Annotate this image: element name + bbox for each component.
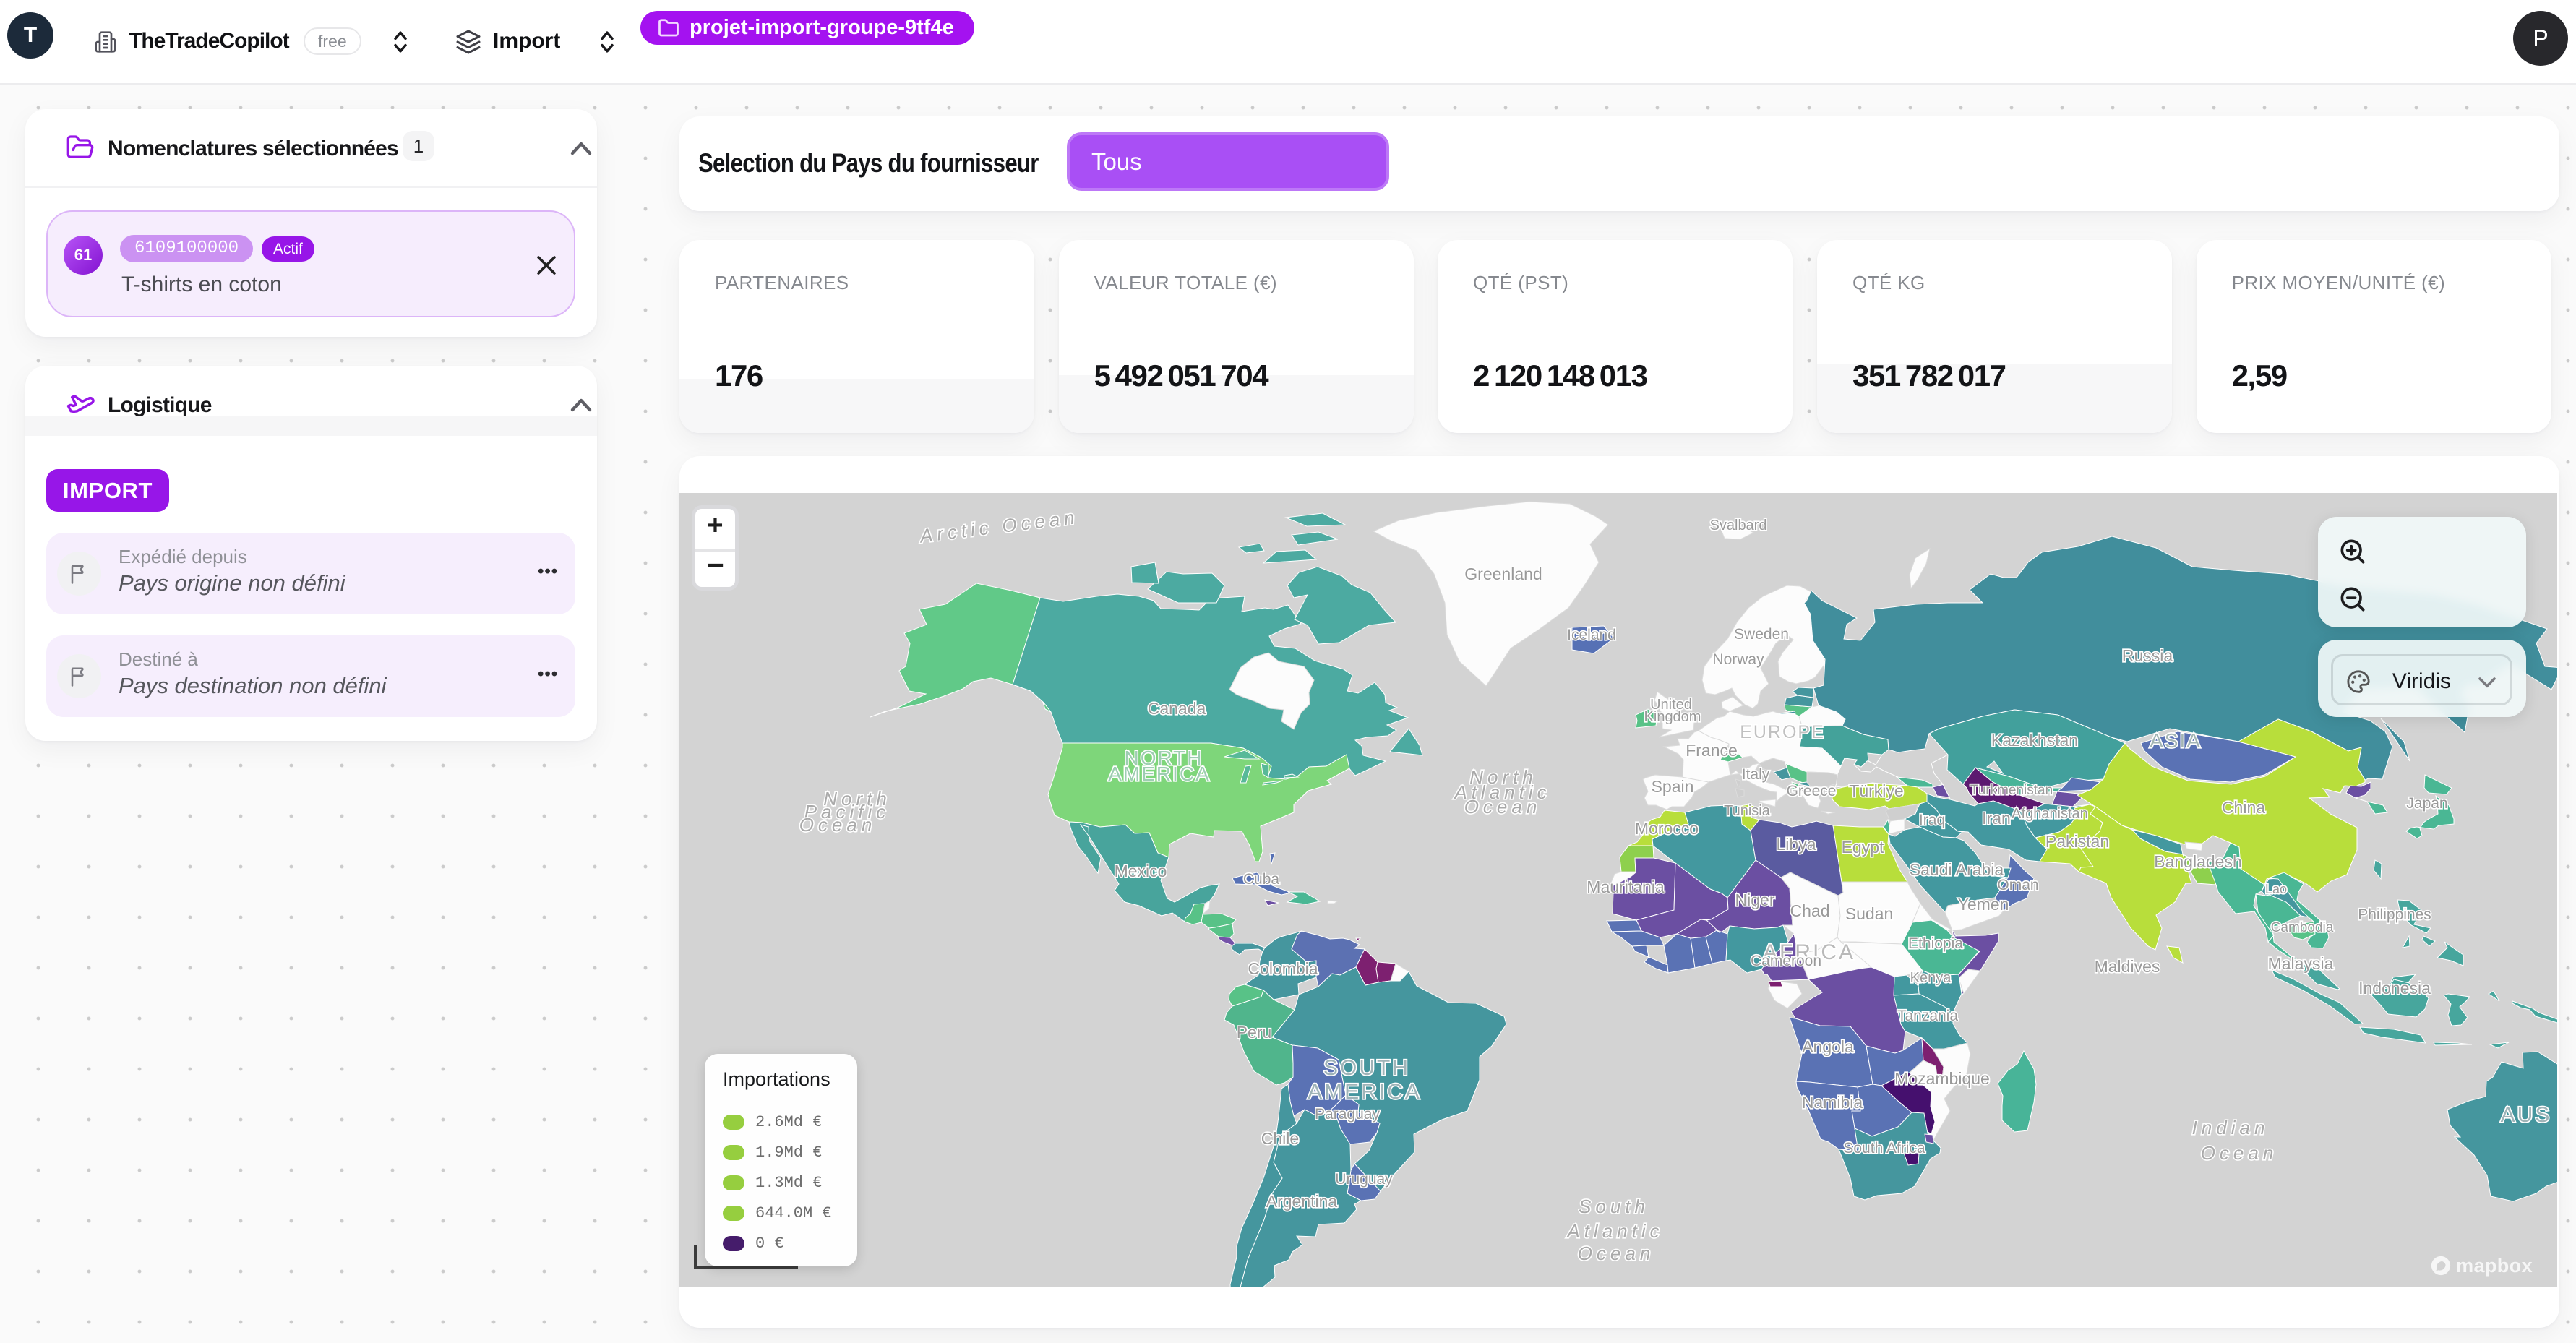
svg-text:Chile: Chile (1261, 1129, 1299, 1148)
svg-text:Argentina: Argentina (1266, 1192, 1338, 1211)
svg-text:Greenland: Greenland (1464, 565, 1542, 583)
svg-text:Yemen: Yemen (1958, 895, 2009, 914)
svg-text:Malaysia: Malaysia (2268, 954, 2334, 973)
svg-text:AMERICA: AMERICA (1308, 1080, 1422, 1104)
svg-text:Cameroon: Cameroon (1751, 953, 1821, 969)
svg-text:EUROPE: EUROPE (1740, 722, 1825, 742)
svg-text:Bangladesh: Bangladesh (2154, 852, 2242, 871)
svg-text:Indonesia: Indonesia (2358, 979, 2431, 997)
svg-text:Indian: Indian (2192, 1117, 2270, 1138)
svg-text:Ethiopia: Ethiopia (1908, 935, 1963, 952)
svg-text:Cambodia: Cambodia (2271, 920, 2334, 935)
svg-text:Iraq: Iraq (1919, 812, 1945, 828)
svg-text:United: United (1650, 697, 1692, 713)
svg-text:Mozambique: Mozambique (1894, 1069, 1990, 1088)
svg-text:Philippines: Philippines (2358, 906, 2431, 923)
svg-text:Kazakhstan: Kazakhstan (1991, 731, 2078, 750)
svg-text:Norway: Norway (1712, 651, 1764, 668)
svg-text:NORTH: NORTH (1124, 747, 1203, 769)
svg-text:Turkmenistan: Turkmenistan (1970, 783, 2053, 798)
svg-text:AMERICA: AMERICA (1108, 763, 1211, 785)
svg-text:Svalbard: Svalbard (1710, 518, 1767, 533)
svg-text:Paraguay: Paraguay (1315, 1106, 1380, 1123)
svg-text:Spain: Spain (1652, 777, 1694, 796)
svg-text:Morocco: Morocco (1635, 819, 1699, 838)
svg-text:Ocean: Ocean (1464, 796, 1542, 818)
svg-text:Italy: Italy (1742, 766, 1770, 783)
svg-text:Türkiye: Türkiye (1849, 781, 1903, 800)
svg-text:Ocean: Ocean (2201, 1142, 2278, 1164)
svg-text:Niger: Niger (1735, 891, 1775, 909)
svg-text:Peru: Peru (1237, 1023, 1272, 1042)
svg-text:Ocean: Ocean (799, 814, 877, 836)
svg-text:North: North (1469, 766, 1537, 788)
svg-text:Angola: Angola (1802, 1037, 1854, 1056)
svg-text:France: France (1686, 741, 1738, 760)
svg-text:Pacific: Pacific (804, 801, 890, 823)
svg-text:Colombia: Colombia (1248, 959, 1318, 978)
svg-text:North: North (823, 788, 891, 810)
svg-text:Saudi Arabia: Saudi Arabia (1910, 860, 2004, 879)
svg-text:Greece: Greece (1787, 783, 1837, 799)
svg-text:Uruguay: Uruguay (1335, 1171, 1393, 1188)
svg-text:SOUTH: SOUTH (1323, 1056, 1410, 1080)
svg-text:Ocean: Ocean (1578, 1243, 1655, 1264)
svg-text:Lao: Lao (2265, 882, 2287, 896)
svg-text:Libya: Libya (1777, 835, 1816, 854)
svg-text:Chad: Chad (1790, 901, 1830, 920)
svg-text:Tanzania: Tanzania (1897, 1008, 1958, 1024)
svg-text:Mauritania: Mauritania (1587, 878, 1665, 896)
svg-text:Canada: Canada (1148, 699, 1206, 718)
svg-text:Sudan: Sudan (1845, 904, 1894, 923)
svg-text:Sweden: Sweden (1734, 626, 1789, 643)
svg-text:Pakistan: Pakistan (2045, 832, 2109, 851)
svg-text:China: China (2222, 798, 2265, 817)
svg-text:AFRICA: AFRICA (1763, 940, 1855, 964)
svg-text:Atlantic: Atlantic (1453, 781, 1550, 803)
svg-text:Iceland: Iceland (1567, 627, 1616, 643)
svg-text:Namibia: Namibia (1802, 1093, 1863, 1112)
svg-text:Tunisia: Tunisia (1724, 803, 1771, 819)
svg-text:AUS: AUS (2501, 1103, 2552, 1127)
svg-text:ASIA: ASIA (2150, 729, 2202, 752)
svg-text:Russia: Russia (2122, 646, 2173, 665)
svg-text:Kenya: Kenya (1910, 970, 1952, 986)
svg-text:Maldives: Maldives (2095, 957, 2160, 976)
svg-text:Japan: Japan (2406, 795, 2447, 812)
svg-text:Atlantic: Atlantic (1566, 1220, 1663, 1242)
svg-text:Oman: Oman (1997, 877, 2038, 893)
svg-text:Iran: Iran (1982, 809, 2011, 828)
svg-text:Afghanistan: Afghanistan (2012, 806, 2088, 822)
svg-text:Egypt: Egypt (1842, 838, 1884, 857)
svg-text:Mexico: Mexico (1115, 862, 1167, 880)
svg-text:Kingdom: Kingdom (1644, 709, 1701, 725)
svg-text:South: South (1579, 1196, 1649, 1217)
svg-text:Cuba: Cuba (1243, 871, 1280, 888)
svg-text:South Africa: South Africa (1843, 1140, 1925, 1157)
